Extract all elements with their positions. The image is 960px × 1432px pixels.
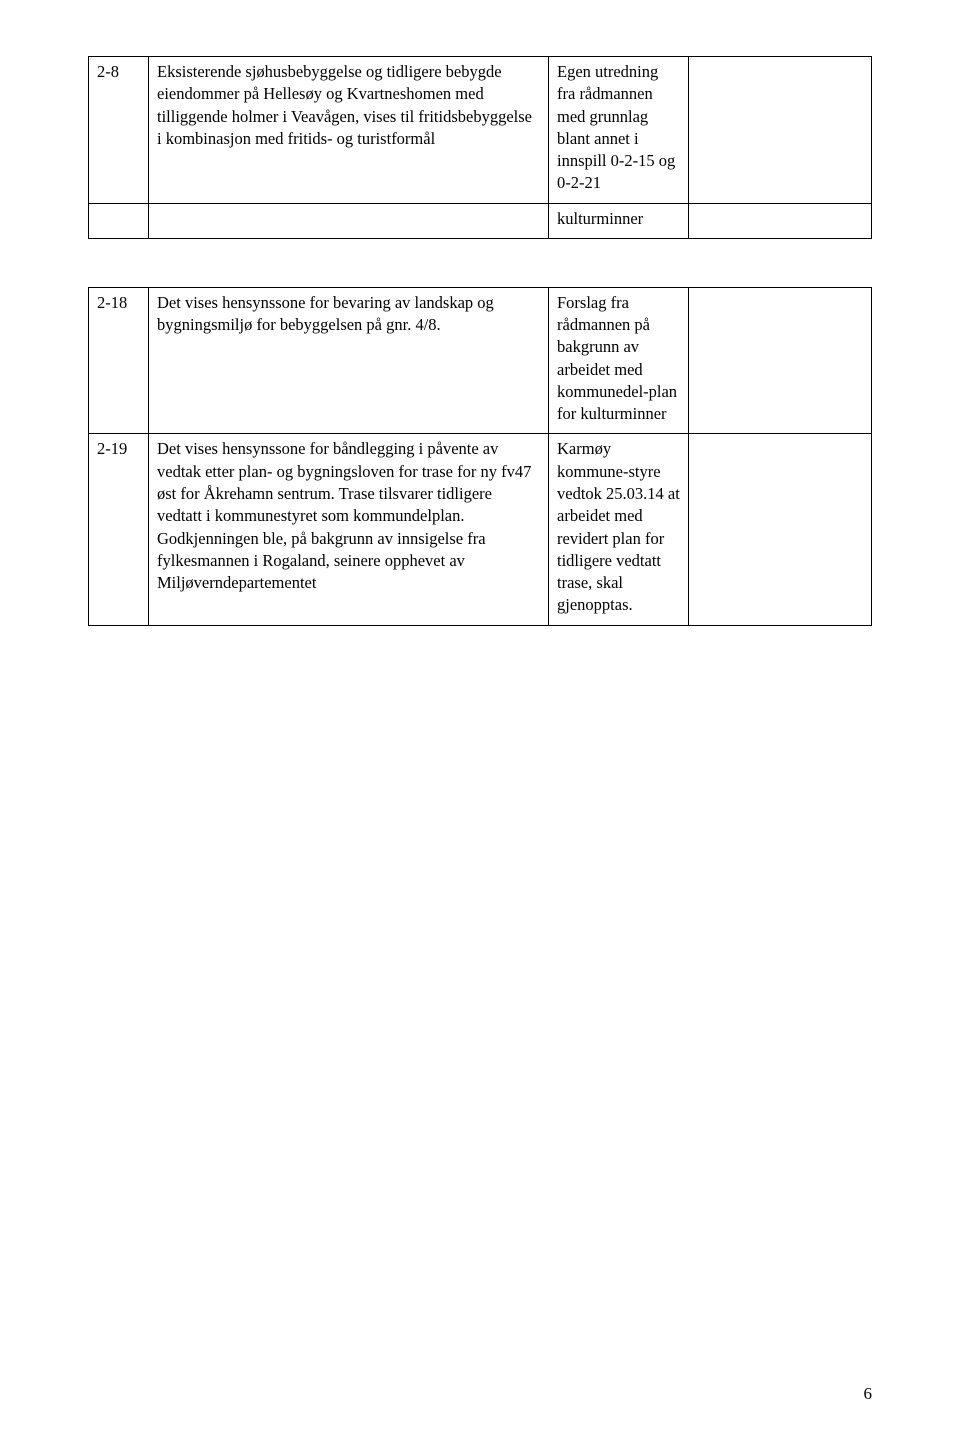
cell-src: Forslag fra rådmannen på bakgrunn av arb… bbox=[549, 287, 689, 434]
cell-empty bbox=[689, 434, 872, 625]
table-row: 2-8 Eksisterende sjøhusbebyggelse og tid… bbox=[89, 57, 872, 204]
page: 2-8 Eksisterende sjøhusbebyggelse og tid… bbox=[0, 0, 960, 1432]
table-1: 2-8 Eksisterende sjøhusbebyggelse og tid… bbox=[88, 56, 872, 239]
table-2: 2-18 Det vises hensynssone for bevaring … bbox=[88, 287, 872, 626]
cell-empty bbox=[689, 203, 872, 238]
cell-desc: Eksisterende sjøhusbebyggelse og tidlige… bbox=[149, 57, 549, 204]
table-row: kulturminner bbox=[89, 203, 872, 238]
cell-id bbox=[89, 203, 149, 238]
cell-src: Karmøy kommune-styre vedtok 25.03.14 at … bbox=[549, 434, 689, 625]
spacer bbox=[88, 239, 872, 287]
cell-src: Egen utredning fra rådmannen med grunnla… bbox=[549, 57, 689, 204]
cell-desc: Det vises hensynssone for bevaring av la… bbox=[149, 287, 549, 434]
cell-empty bbox=[689, 57, 872, 204]
cell-id: 2-18 bbox=[89, 287, 149, 434]
table-row: 2-18 Det vises hensynssone for bevaring … bbox=[89, 287, 872, 434]
cell-src: kulturminner bbox=[549, 203, 689, 238]
cell-id: 2-19 bbox=[89, 434, 149, 625]
cell-empty bbox=[689, 287, 872, 434]
cell-desc: Det vises hensynssone for båndlegging i … bbox=[149, 434, 549, 625]
cell-id: 2-8 bbox=[89, 57, 149, 204]
table-row: 2-19 Det vises hensynssone for båndleggi… bbox=[89, 434, 872, 625]
cell-desc bbox=[149, 203, 549, 238]
page-number: 6 bbox=[864, 1384, 873, 1404]
